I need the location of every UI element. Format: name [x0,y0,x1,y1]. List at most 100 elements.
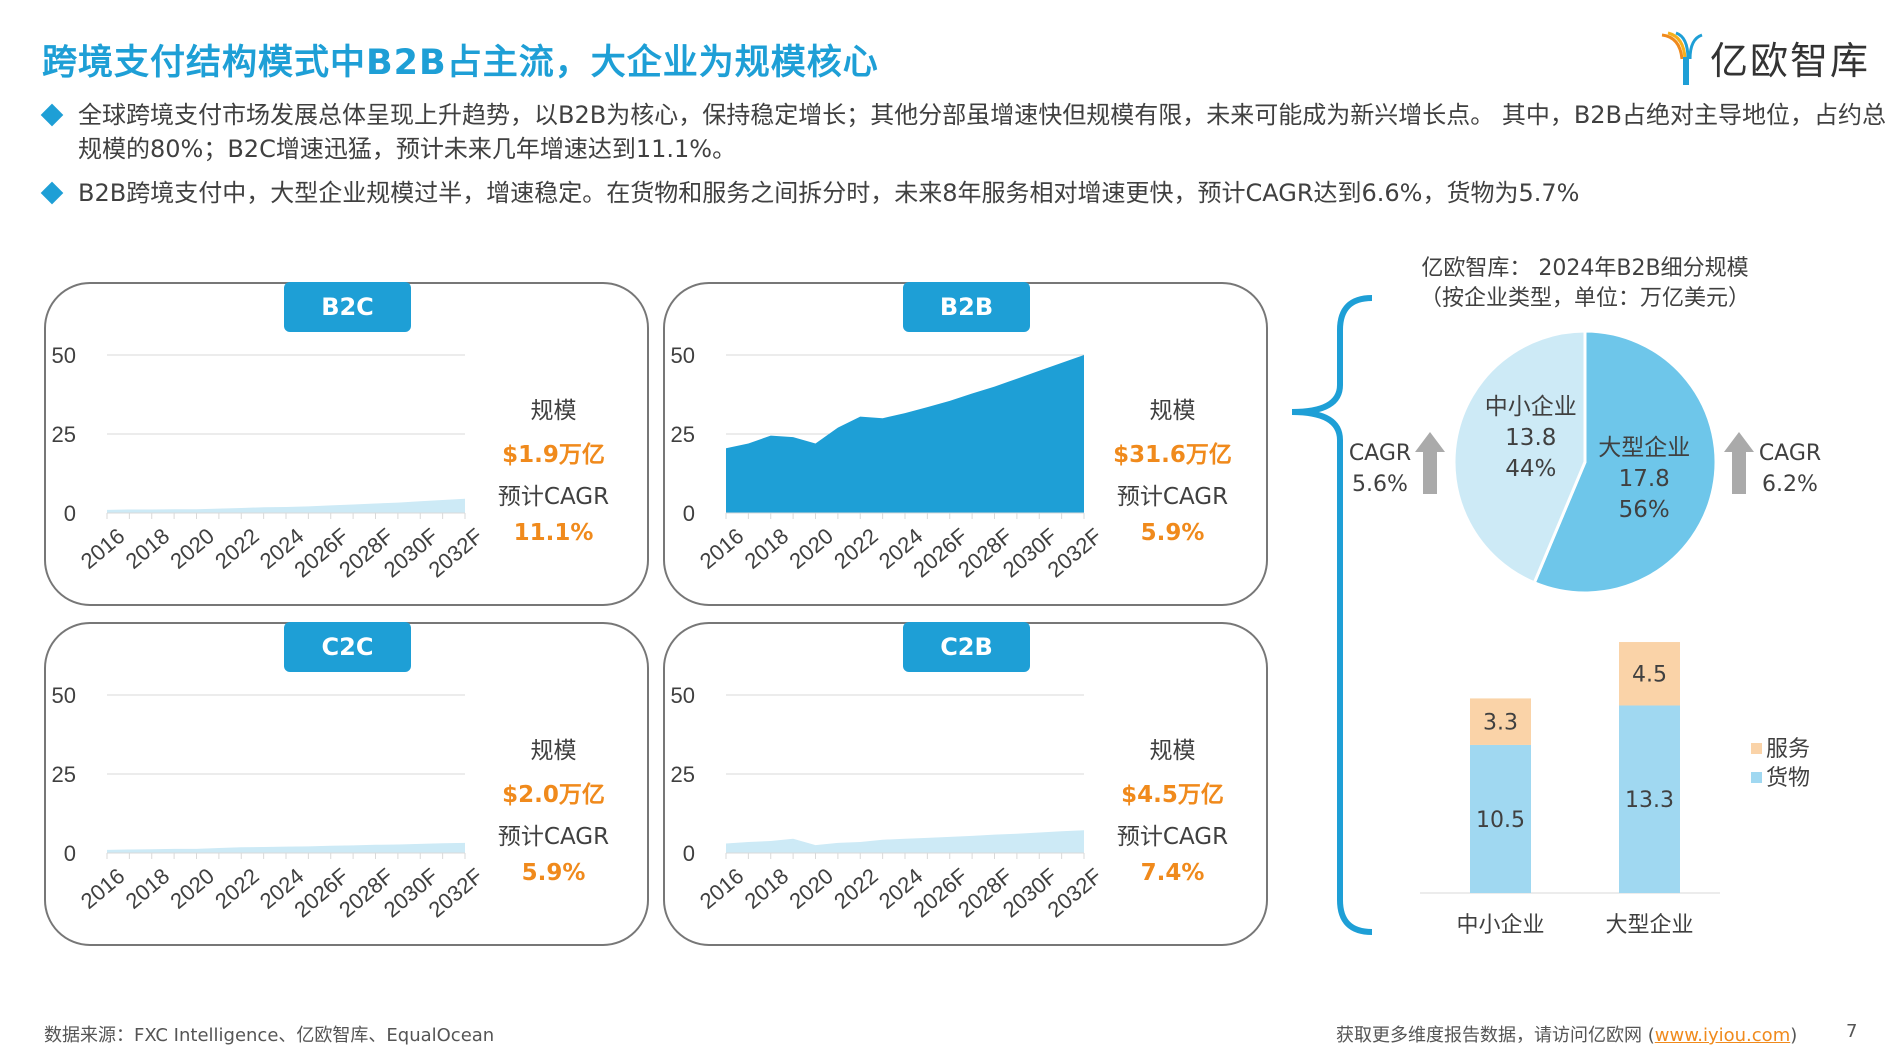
footer-close: ) [1790,1025,1798,1046]
cagr-label: 预计CAGR [497,824,610,850]
panel-b2c: 0 25 50 2016 2018 2020 2022 2024 2026F 2028F 2030F… [44,282,649,606]
legend-swatch [1751,772,1762,783]
panel-c2c: 0 25 50 2016 2018 2020 2022 2024 2026F 2028F 2030F… [44,622,649,946]
x-tick-label: 2020 [784,523,838,574]
pie-label: 13.8 [1505,425,1556,451]
source-note: 数据来源：FXC Intelligence、亿欧智库、EqualOcean [44,1025,495,1046]
size-label: 规模 [1149,398,1196,424]
y-tick-label: 0 [64,841,76,866]
category-label: 大型企业 [1605,913,1693,938]
logo: 亿欧智库 [1660,30,1870,85]
pie-label: 17.8 [1619,466,1670,492]
logo-icon [1661,31,1703,85]
cagr-label: 预计CAGR [1116,824,1229,850]
diamond-icon [40,103,64,127]
cagr-value: 5.6% [1352,472,1408,497]
x-tick-label: 2016 [76,863,130,914]
y-tick-label: 50 [671,683,695,708]
y-tick-label: 50 [671,343,695,368]
legend-label: 服务 [1766,737,1810,762]
bar-value-label: 13.3 [1625,788,1674,813]
pie-slice [1452,329,1587,585]
y-tick-label: 25 [52,422,76,447]
bar-segment [1619,642,1680,706]
y-tick-label: 0 [64,501,76,526]
x-tick-label: 2018 [740,863,794,914]
size-value: $2.0万亿 [502,782,605,808]
pie-slice [1532,329,1718,595]
x-tick-label: 2020 [165,863,219,914]
up-arrow-icon [1415,432,1445,494]
pie-label: 大型企业 [1598,435,1690,461]
bar-segment [1470,698,1531,745]
page-number: 7 [1846,1021,1858,1042]
pie-title: 亿欧智库： 2024年B2B细分规模 [1421,256,1749,281]
cagr-value: 7.4% [1140,860,1205,886]
panel-b2b: 0 25 50 2016 2018 2020 2022 2024 2026F 2028F 2030F… [663,282,1268,606]
size-value: $4.5万亿 [1121,782,1224,808]
size-value: $1.9万亿 [502,442,605,468]
x-tick-label: 2018 [121,523,175,574]
x-tick-label: 2022 [829,863,883,914]
bullet-1: 全球跨境支付市场发展总体呈现上升趋势，以B2B为核心，保持稳定增长；其他分部虽增… [40,98,1890,166]
bullet-text: B2B跨境支付中，大型企业规模过半，增速稳定。在货物和服务之间拆分时，未来8年服… [78,179,1580,207]
pie-label: 44% [1505,456,1556,482]
bar-value-label: 10.5 [1476,808,1525,833]
x-tick-label: 2016 [76,523,130,574]
area-series [107,498,465,513]
y-tick-label: 25 [671,422,695,447]
cagr-value: 5.9% [521,860,586,886]
size-label: 规模 [530,398,577,424]
b2c-area-chart: 02550201620182020202220242026F2028F2030F… [52,343,488,582]
cagr-value: 11.1% [513,520,594,546]
y-tick-label: 0 [683,841,695,866]
y-tick-label: 0 [683,501,695,526]
pie-subtitle: （按企业类型，单位：万亿美元） [1419,286,1750,311]
area-series [726,355,1084,513]
website-link[interactable]: www.iyiou.com [1654,1025,1791,1046]
cagr-label: 预计CAGR [497,484,610,510]
cagr-value: 6.2% [1762,472,1818,497]
y-tick-label: 25 [671,762,695,787]
category-label: 中小企业 [1456,913,1544,938]
area-series [726,830,1084,853]
diamond-icon [40,181,64,205]
logo-text: 亿欧智库 [1710,39,1871,83]
cagr-label: 预计CAGR [1116,484,1229,510]
x-tick-label: 2022 [210,523,264,574]
x-tick-label: 2022 [829,523,883,574]
cagr-value: 5.9% [1140,520,1205,546]
pie-label: 中小企业 [1485,394,1577,420]
bullet-text: 全球跨境支付市场发展总体呈现上升趋势，以B2B为核心，保持稳定增长；其他分部虽增… [78,101,1887,163]
bar-value-label: 4.5 [1632,663,1667,688]
x-tick-label: 2018 [740,523,794,574]
x-tick-label: 2020 [784,863,838,914]
size-value: $31.6万亿 [1113,442,1232,468]
panel-tab: C2B [903,622,1030,672]
x-tick-label: 2022 [210,863,264,914]
area-series [107,842,465,853]
b2b-area-chart: 02550201620182020202220242026F2028F2030F… [671,343,1107,582]
page-title: 跨境支付结构模式中B2B占主流，大企业为规模核心 [42,43,879,83]
size-label: 规模 [530,738,577,764]
panel-tab: B2B [903,282,1030,332]
legend-swatch [1751,743,1762,754]
legend-label: 货物 [1766,766,1810,791]
pie-label: 56% [1619,497,1670,523]
size-label: 规模 [1149,738,1196,764]
x-tick-label: 2016 [695,523,749,574]
bar-value-label: 3.3 [1483,711,1518,736]
y-tick-label: 50 [52,683,76,708]
c2c-area-chart: 02550201620182020202220242026F2028F2030F… [52,683,488,922]
x-tick-label: 2020 [165,523,219,574]
panel-tab: C2C [284,622,411,672]
cagr-label: CAGR [1349,441,1411,466]
cagr-label: CAGR [1759,441,1821,466]
panel-c2b: 0 25 50 2016 2018 2020 2022 2024 2026F 2028F 2030F… [663,622,1268,946]
bar-segment [1470,744,1531,893]
bar-segment [1619,705,1680,893]
y-tick-label: 50 [52,343,76,368]
footer-more: 获取更多维度报告数据，请访问亿欧网 (www.iyiou.com) [1336,1021,1797,1047]
up-arrow-icon [1724,432,1754,494]
x-tick-label: 2016 [695,863,749,914]
